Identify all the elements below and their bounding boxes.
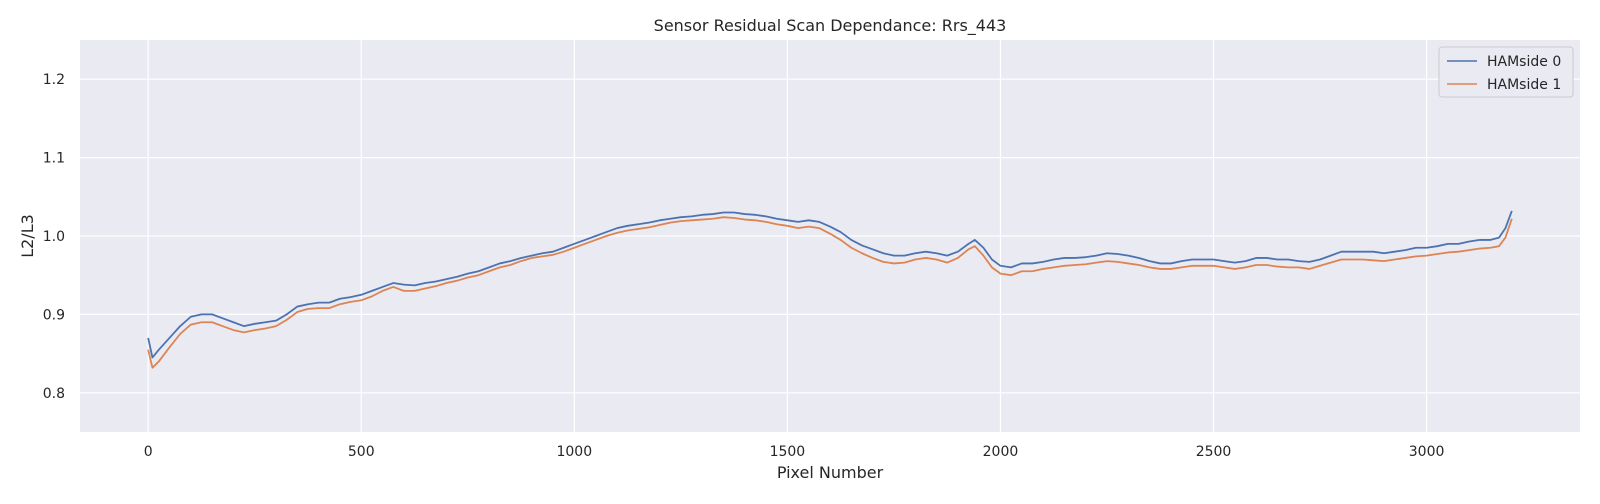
tick-labels: 0 500 1000 1500 2000 2500 3000 0.8 0.9 1.0 1.1 1.2 — [43, 72, 1445, 460]
series-line-hamside-1 — [147, 216, 1513, 369]
y-axis-label: L2/L3 — [18, 214, 37, 258]
x-tick-label: 0 — [144, 444, 153, 460]
grid-lines — [80, 40, 1580, 432]
x-tick-label: 2000 — [983, 444, 1019, 460]
series-line-hamside-0 — [147, 210, 1513, 359]
x-tick-label: 1500 — [770, 444, 806, 460]
x-tick-label: 500 — [348, 444, 375, 460]
chart-title: Sensor Residual Scan Dependance: Rrs_443 — [654, 16, 1007, 36]
legend-label-hamside-0: HAMside 0 — [1487, 54, 1561, 70]
y-tick-label: 1.0 — [43, 229, 65, 245]
series-lines — [147, 210, 1513, 369]
legend-label-hamside-1: HAMside 1 — [1487, 77, 1561, 93]
x-tick-label: 2500 — [1196, 444, 1232, 460]
x-axis-label: Pixel Number — [777, 463, 884, 482]
y-tick-label: 1.1 — [43, 151, 65, 167]
y-tick-label: 0.8 — [43, 386, 65, 402]
y-tick-label: 0.9 — [43, 307, 65, 323]
legend: HAMside 0 HAMside 1 — [1438, 46, 1574, 98]
x-tick-label: 3000 — [1409, 444, 1445, 460]
x-tick-label: 1000 — [556, 444, 592, 460]
y-tick-label: 1.2 — [43, 72, 65, 88]
